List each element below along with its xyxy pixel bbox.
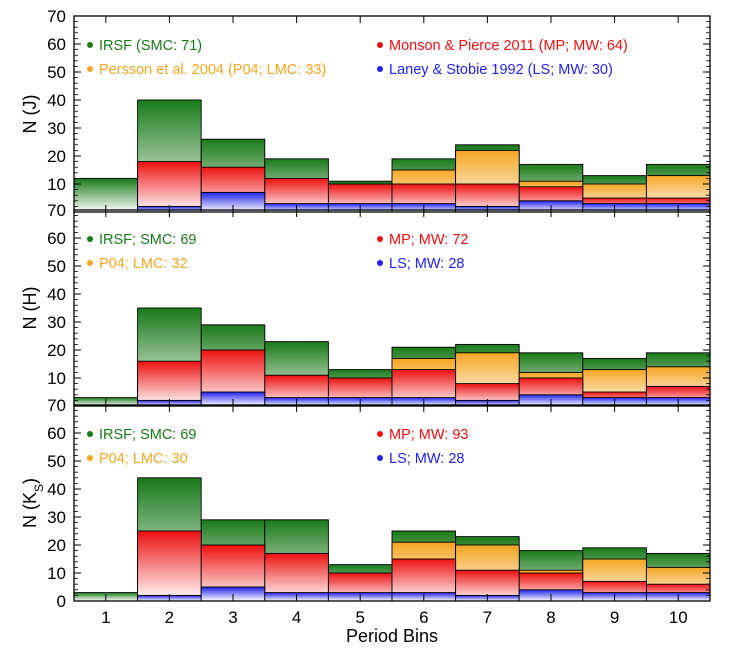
legend-Ks: IRSF; SMC: 69 P04; LMC: 30 MP; MW: 93 LS; M…: [87, 427, 469, 467]
ytick-label-H-40: 40: [47, 285, 66, 304]
legend-label-p04-H: P04; LMC: 32: [99, 256, 188, 272]
legend-marker-ls-Ks: [377, 455, 383, 461]
ytick-label-Ks-10: 10: [47, 564, 66, 583]
panel-J: 10 20 30 40 50 60 70 N (J) IRSF (SMC: 71) Persson…: [20, 7, 711, 213]
ytick-label-Ks-20: 20: [47, 536, 66, 555]
y-axis-label-H: N (H): [20, 287, 40, 330]
legend-label-mp-J: Monson & Pierce 2011 (MP; MW: 64): [389, 38, 628, 54]
legend-marker-mp-J: [377, 42, 383, 48]
xtick-label-2: 2: [165, 608, 174, 627]
ytick-label-H-50: 50: [47, 257, 66, 276]
y-axis-label-Ks: N (KS): [20, 478, 46, 528]
legend-label-ls-H: LS; MW: 28: [389, 256, 464, 272]
xtick-label-7: 7: [483, 608, 492, 627]
legend-J: IRSF (SMC: 71) Persson et al. 2004 (P04; …: [87, 38, 628, 78]
legend-marker-ls-J: [377, 66, 383, 72]
ytick-label-J-20: 20: [47, 147, 66, 166]
panel-frame-Ks: [73, 404, 711, 602]
legend-label-ls-Ks: LS; MW: 28: [389, 451, 464, 467]
legend-label-mp-H: MP; MW: 72: [389, 232, 469, 248]
xtick-label-5: 5: [355, 608, 364, 627]
xtick-label-9: 9: [610, 608, 619, 627]
legend-label-ls-J: Laney & Stobie 1992 (LS; MW: 30): [389, 62, 613, 78]
ytick-label-J-30: 30: [47, 119, 66, 138]
xtick-label-10: 10: [669, 608, 688, 627]
legend-marker-p04-H: [87, 260, 93, 266]
ytick-label-Ks-50: 50: [47, 452, 66, 471]
legend-marker-irsf-J: [87, 42, 93, 48]
legend-marker-irsf-H: [87, 236, 93, 242]
legend-label-mp-Ks: MP; MW: 93: [389, 427, 469, 443]
xtick-label-1: 1: [101, 608, 110, 627]
ytick-label-H-20: 20: [47, 341, 66, 360]
bar-mp-J-bin-2: [137, 161, 202, 213]
legend-label-irsf-J: IRSF (SMC: 71): [99, 38, 202, 54]
x-axis-label: Period Bins: [346, 626, 438, 646]
ytick-label-Ks-70: 70: [47, 396, 66, 415]
xtick-label-6: 6: [419, 608, 428, 627]
panel-H: 10 20 30 40 50 60 70 N (H) IRSF; SMC: 69 P04; LMC…: [20, 201, 711, 407]
ytick-label-J-10: 10: [47, 175, 66, 194]
legend-marker-p04-J: [87, 66, 93, 72]
legend-label-irsf-Ks: IRSF; SMC: 69: [99, 427, 197, 443]
ytick-label-H-30: 30: [47, 313, 66, 332]
legend-label-irsf-H: IRSF; SMC: 69: [99, 232, 197, 248]
legend-marker-p04-Ks: [87, 455, 93, 461]
y-axis-label-J: N (J): [20, 95, 40, 134]
legend-marker-ls-H: [377, 260, 383, 266]
xtick-label-8: 8: [546, 608, 555, 627]
panel-frame-J: [73, 15, 711, 213]
bar-mp-Ks-bin-2: [137, 530, 202, 602]
ytick-label-J-40: 40: [47, 91, 66, 110]
ytick-label-H-10: 10: [47, 369, 66, 388]
ytick-label-Ks-60: 60: [47, 424, 66, 443]
legend-marker-mp-H: [377, 236, 383, 242]
ytick-label-H-70: 70: [47, 201, 66, 220]
legend-H: IRSF; SMC: 69 P04; LMC: 32 MP; MW: 72 LS; M…: [87, 232, 469, 272]
panel-Ks: 0 10 20 30 40 50 60 70 N (KS) IRSF; SMC: 69 P04; L…: [20, 396, 711, 627]
legend-marker-irsf-Ks: [87, 431, 93, 437]
ytick-label-J-50: 50: [47, 63, 66, 82]
legend-label-p04-Ks: P04; LMC: 30: [99, 451, 188, 467]
xtick-label-4: 4: [292, 608, 301, 627]
xtick-label-3: 3: [228, 608, 237, 627]
ytick-label-Ks-40: 40: [47, 480, 66, 499]
panel-frame-H: [73, 209, 711, 407]
ytick-label-J-70: 70: [47, 7, 66, 26]
legend-marker-mp-Ks: [377, 431, 383, 437]
legend-label-p04-J: Persson et al. 2004 (P04; LMC: 33): [99, 62, 326, 78]
ytick-label-H-60: 60: [47, 229, 66, 248]
ytick-label-Ks-0: 0: [57, 592, 66, 611]
ytick-label-J-60: 60: [47, 35, 66, 54]
ytick-label-Ks-30: 30: [47, 508, 66, 527]
